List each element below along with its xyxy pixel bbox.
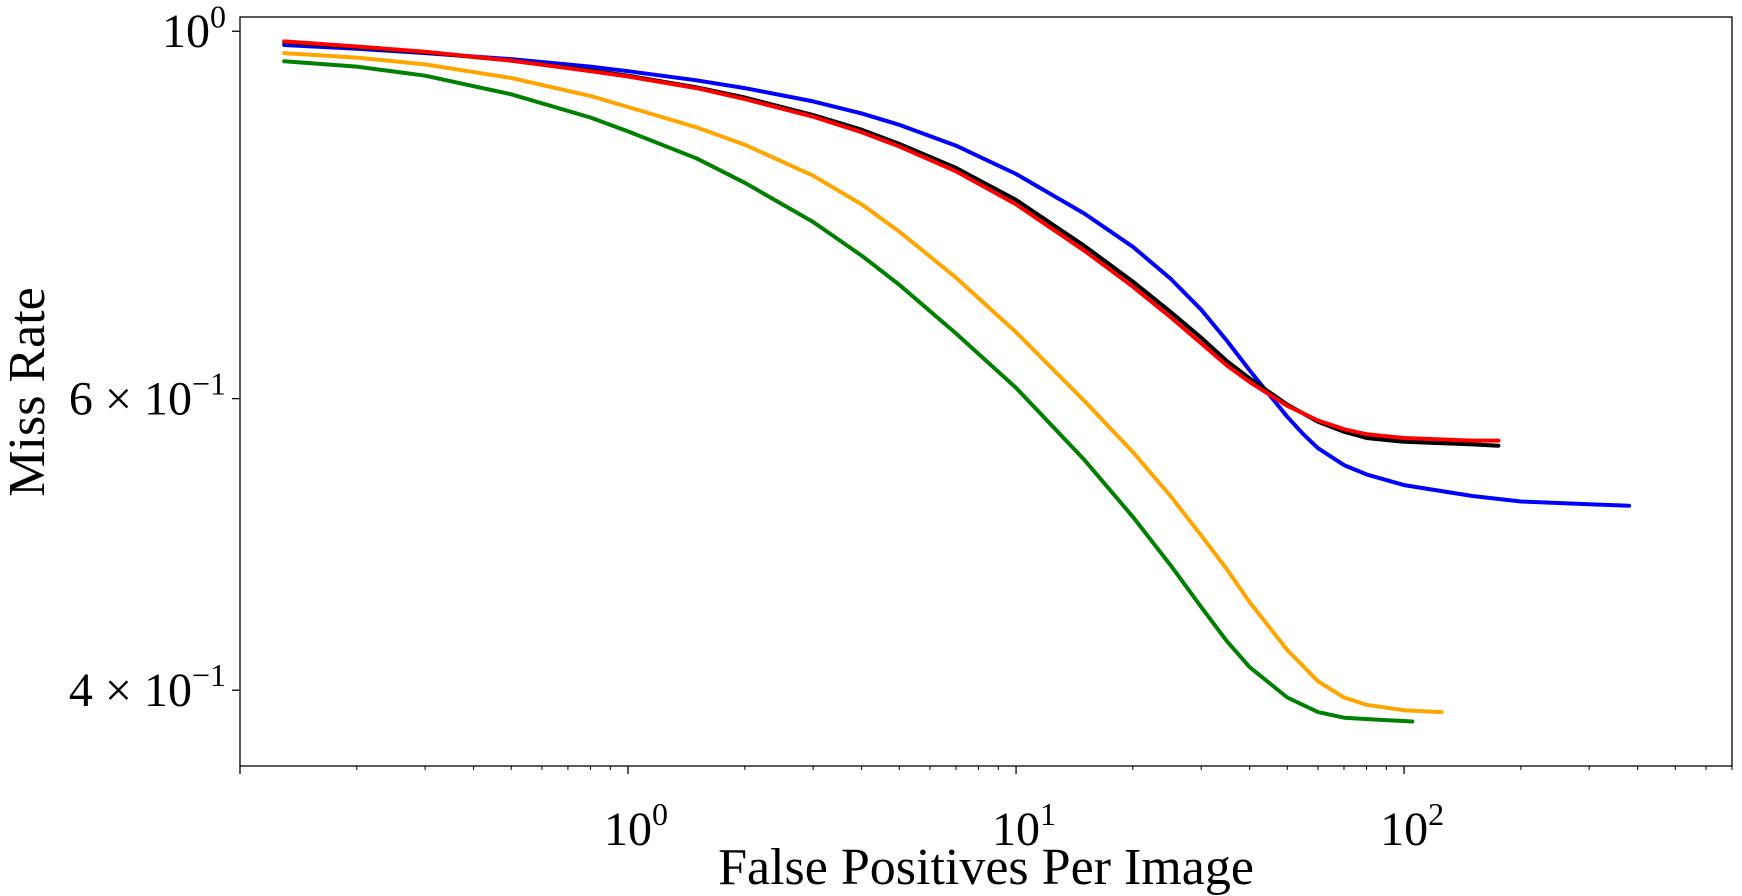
series-line [282, 51, 1444, 715]
series-line [282, 39, 1501, 443]
x-axis-label: False Positives Per Image [718, 839, 1254, 896]
plot-frame [239, 16, 1733, 767]
tick-marks [232, 30, 1733, 774]
y-tick-label: 6 × 10−1 [69, 366, 226, 426]
x-tick-label: 101 [992, 796, 1056, 856]
series-line [282, 40, 1501, 448]
tick-labels: 100 101 102 100 6 × 10−1 4 × 10−1 [69, 0, 1444, 856]
y-tick-label: 100 [162, 0, 226, 58]
y-axis-label: Miss Rate [0, 287, 56, 496]
series-line [282, 43, 1632, 508]
y-tick-label: 4 × 10−1 [69, 657, 226, 717]
x-tick-label: 102 [1380, 796, 1444, 856]
series-line [282, 59, 1415, 724]
series-lines [282, 39, 1632, 724]
x-tick-label: 100 [604, 796, 668, 856]
